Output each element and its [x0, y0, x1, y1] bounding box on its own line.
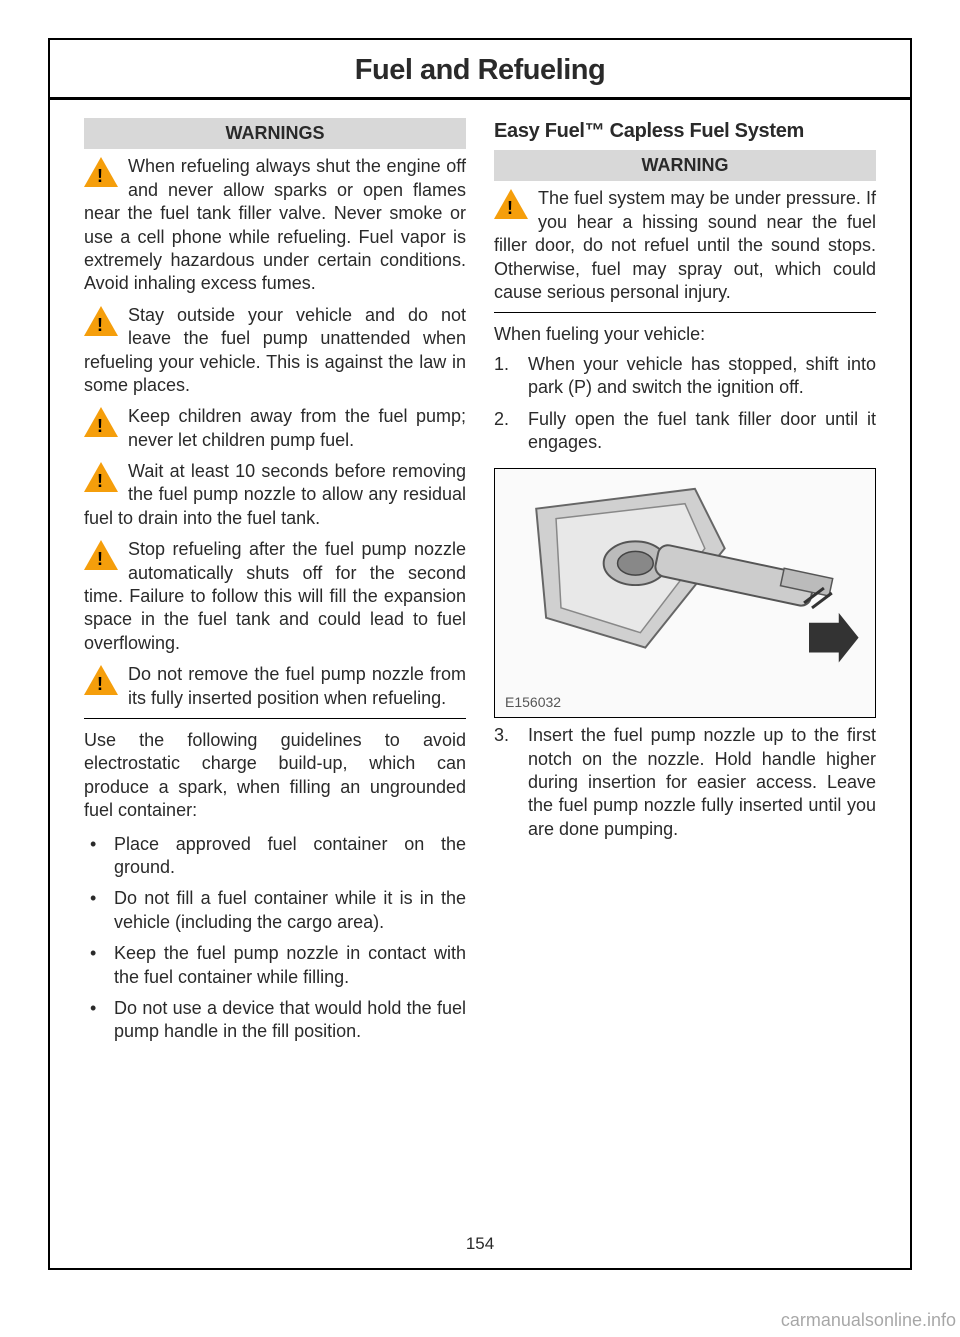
warning-triangle-icon: [84, 407, 122, 441]
guidelines-intro: Use the following guidelines to avoid el…: [84, 729, 466, 823]
step-item: 1. When your vehicle has stopped, shift …: [494, 353, 876, 400]
warning-text: Stop refueling after the fuel pump nozzl…: [84, 538, 466, 655]
list-item: Do not fill a fuel container while it is…: [84, 887, 466, 934]
warning-item: Do not remove the fuel pump nozzle from …: [84, 663, 466, 710]
step-text: Fully open the fuel tank filler door unt…: [528, 409, 876, 452]
warning-triangle-icon: [494, 189, 532, 223]
page-header: Fuel and Refueling: [50, 40, 910, 100]
page-title: Fuel and Refueling: [50, 54, 910, 87]
warning-triangle-icon: [84, 665, 122, 699]
list-item: Place approved fuel container on the gro…: [84, 833, 466, 880]
steps-list-continued: 3. Insert the fuel pump nozzle up to the…: [494, 724, 876, 841]
watermark-text: carmanualsonline.info: [781, 1310, 956, 1331]
step-text: Insert the fuel pump nozzle up to the fi…: [528, 725, 876, 839]
page-number: 154: [50, 1234, 910, 1254]
fuel-nozzle-figure: E156032: [494, 468, 876, 718]
warning-text: The fuel system may be under pressure. I…: [494, 187, 876, 304]
right-column: Easy Fuel™ Capless Fuel System WARNING T…: [494, 118, 876, 1052]
warning-item: Stop refueling after the fuel pump nozzl…: [84, 538, 466, 655]
warning-text: Wait at least 10 seconds before removing…: [84, 460, 466, 530]
page-frame: Fuel and Refueling WARNINGS When refueli…: [48, 38, 912, 1270]
subsection-title: Easy Fuel™ Capless Fuel System: [494, 118, 876, 144]
warning-triangle-icon: [84, 462, 122, 496]
step-item: 2. Fully open the fuel tank filler door …: [494, 408, 876, 455]
warning-header: WARNING: [494, 150, 876, 181]
warning-triangle-icon: [84, 540, 122, 574]
content-area: WARNINGS When refueling always shut the …: [50, 100, 910, 1052]
warning-item: Wait at least 10 seconds before removing…: [84, 460, 466, 530]
steps-list: 1. When your vehicle has stopped, shift …: [494, 353, 876, 455]
fueling-intro: When fueling your vehicle:: [494, 323, 876, 346]
warnings-header: WARNINGS: [84, 118, 466, 149]
warning-text: Keep children away from the fuel pump; n…: [84, 405, 466, 452]
warning-triangle-icon: [84, 157, 122, 191]
divider-rule: [494, 312, 876, 313]
step-text: When your vehicle has stopped, shift int…: [528, 354, 876, 397]
list-item: Do not use a device that would hold the …: [84, 997, 466, 1044]
divider-rule: [84, 718, 466, 719]
left-column: WARNINGS When refueling always shut the …: [84, 118, 466, 1052]
step-number: 1.: [494, 353, 509, 376]
warning-text: When refueling always shut the engine of…: [84, 155, 466, 295]
warning-text: Do not remove the fuel pump nozzle from …: [84, 663, 466, 710]
step-number: 2.: [494, 408, 509, 431]
warning-item: Keep children away from the fuel pump; n…: [84, 405, 466, 452]
step-number: 3.: [494, 724, 509, 747]
step-item: 3. Insert the fuel pump nozzle up to the…: [494, 724, 876, 841]
warning-item: Stay outside your vehicle and do not lea…: [84, 304, 466, 398]
guidelines-list: Place approved fuel container on the gro…: [84, 833, 466, 1044]
warning-triangle-icon: [84, 306, 122, 340]
warning-item: The fuel system may be under pressure. I…: [494, 187, 876, 304]
figure-label: E156032: [505, 693, 561, 711]
warning-text: Stay outside your vehicle and do not lea…: [84, 304, 466, 398]
list-item: Keep the fuel pump nozzle in contact wit…: [84, 942, 466, 989]
warning-item: When refueling always shut the engine of…: [84, 155, 466, 295]
fuel-nozzle-icon: [495, 469, 875, 717]
